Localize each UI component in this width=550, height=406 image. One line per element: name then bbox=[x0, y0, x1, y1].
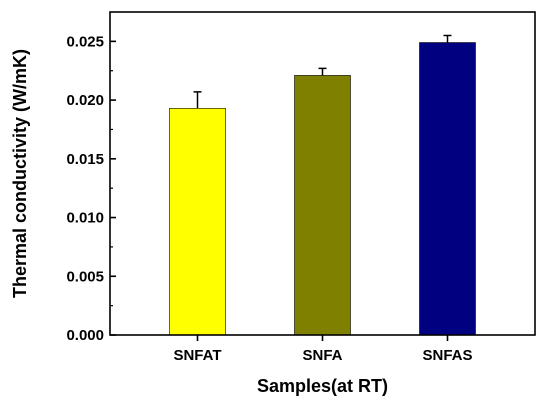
y-tick-label: 0.000 bbox=[66, 327, 104, 344]
y-tick-label: 0.020 bbox=[66, 92, 104, 109]
y-tick-label: 0.015 bbox=[66, 151, 104, 168]
x-tick-label: SNFAT bbox=[173, 347, 221, 364]
bar-snfa bbox=[294, 75, 351, 336]
bar-snfat bbox=[169, 108, 226, 336]
x-tick-label: SNFA bbox=[302, 347, 342, 364]
y-axis-title: Thermal conductivity (W/mK) bbox=[10, 49, 30, 298]
x-tick-label: SNFAS bbox=[422, 347, 472, 364]
y-tick-label: 0.025 bbox=[66, 33, 104, 50]
y-tick-label: 0.005 bbox=[66, 268, 104, 285]
x-axis: SNFAT SNFA SNFAS bbox=[173, 335, 473, 364]
y-axis: 0.000 0.005 0.010 0.015 0.020 0.025 bbox=[66, 33, 116, 344]
bar-snfas bbox=[419, 42, 476, 336]
bars-layer bbox=[169, 42, 476, 336]
y-tick-label: 0.010 bbox=[66, 210, 104, 227]
error-bars-layer bbox=[193, 34, 452, 109]
x-axis-title: Samples(at RT) bbox=[257, 376, 388, 396]
